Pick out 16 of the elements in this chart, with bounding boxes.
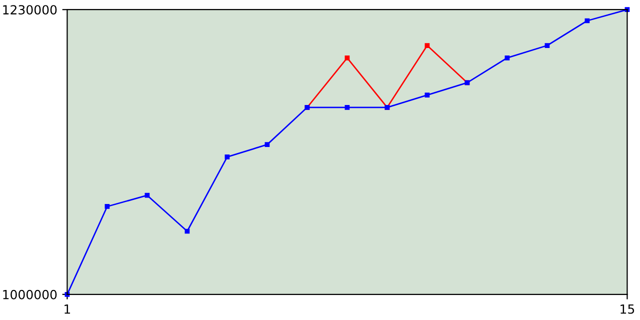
point (424, 43, 430, 48)
point (504, 55, 510, 60)
point (144, 192, 150, 198)
point (184, 228, 190, 234)
y-tick-label: 1000000 (3, 290, 57, 300)
point (544, 43, 550, 48)
point (584, 18, 590, 24)
point (424, 92, 430, 98)
point (104, 204, 110, 209)
x-tick-label: 15 (620, 304, 634, 314)
y-tick-label: 1230000 (3, 5, 57, 15)
x-tick-label: 1 (64, 304, 70, 314)
point (344, 55, 350, 60)
point (224, 154, 230, 160)
point (344, 104, 350, 110)
point (264, 142, 270, 147)
